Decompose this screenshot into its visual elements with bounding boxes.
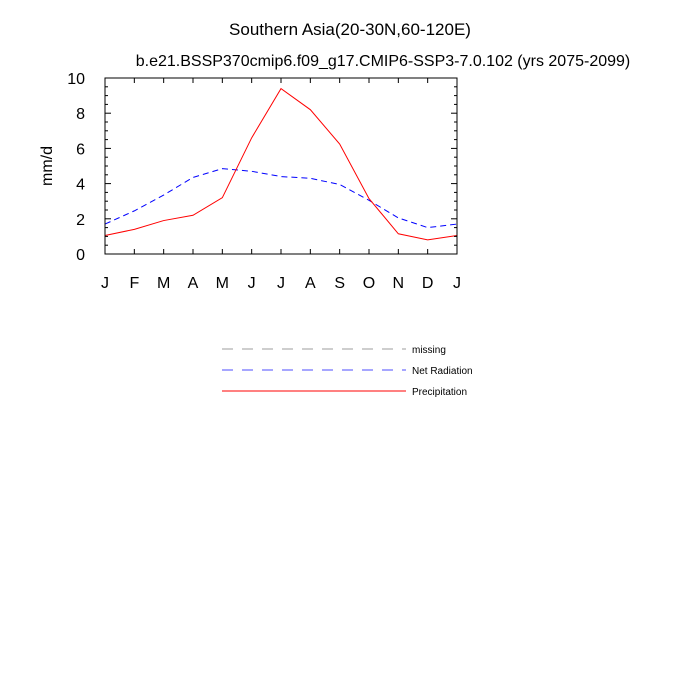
x-tick-label: J <box>248 275 256 292</box>
y-tick-label: 0 <box>76 247 85 264</box>
chart-subtitle: b.e21.BSSP370cmip6.f09_g17.CMIP6-SSP3-7.… <box>136 53 631 70</box>
tick-layer <box>104 77 458 255</box>
x-tick-label: D <box>422 275 434 292</box>
legend-label-0: missing <box>412 345 446 356</box>
y-axis-label: mm/d <box>39 146 56 186</box>
y-tick-label: 2 <box>76 212 85 229</box>
chart-title: Southern Asia(20-30N,60-120E) <box>229 20 471 39</box>
plot-frame <box>104 77 458 255</box>
x-tick-label: F <box>129 275 139 292</box>
x-tick-label: N <box>393 275 405 292</box>
legend-label-1: Net Radiation <box>412 366 473 377</box>
legend-label-2: Precipitation <box>412 387 467 398</box>
series-line-1 <box>104 168 458 229</box>
x-tick-label: J <box>277 275 285 292</box>
y-tick-labels: 0 2 4 6 8 10 <box>67 71 85 264</box>
y-tick-label: 10 <box>67 71 85 88</box>
x-tick-label: M <box>216 275 229 292</box>
x-tick-label: S <box>334 275 345 292</box>
x-tick-label: J <box>453 275 461 292</box>
y-tick-label: 4 <box>76 177 85 194</box>
series-layer <box>104 87 458 241</box>
y-tick-label: 8 <box>76 106 85 123</box>
legend: missing Net Radiation Precipitation <box>222 345 473 398</box>
x-tick-label: J <box>101 275 109 292</box>
y-tick-label: 6 <box>76 141 85 158</box>
x-tick-label: A <box>305 275 316 292</box>
x-tick-label: A <box>188 275 199 292</box>
x-tick-label: M <box>157 275 170 292</box>
series-line-2 <box>104 87 458 241</box>
x-tick-label: O <box>363 275 375 292</box>
